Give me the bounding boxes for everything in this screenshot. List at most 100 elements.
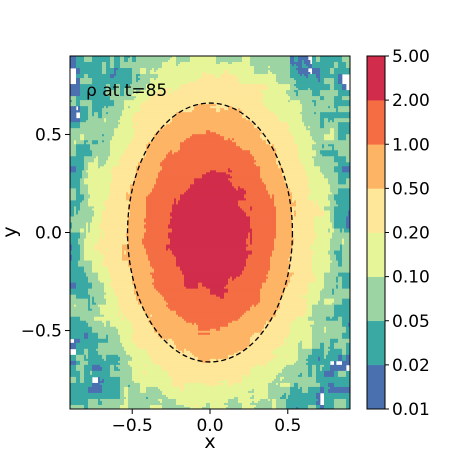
density-cell [208,74,210,76]
plot-area: ρ at t=85 [70,56,350,409]
density-cell [176,70,178,72]
density-cell [260,88,262,90]
density-cell [234,84,236,86]
density-cell [184,82,186,84]
density-cell [100,114,102,116]
density-cell [190,68,192,70]
density-cell [200,96,202,98]
density-cell [82,106,84,108]
density-cell [310,82,312,84]
density-cell [162,110,164,112]
density-cell [172,60,174,62]
density-cell [184,78,186,80]
density-cell [234,102,236,104]
density-cell [300,124,302,126]
density-cell [246,92,248,94]
density-cell [330,114,332,116]
density-cell [286,96,288,98]
density-cell [338,102,340,104]
density-cell [200,78,202,80]
density-cell [258,106,260,108]
density-cell [320,96,322,98]
density-cell [254,64,256,66]
density-cell [270,74,272,76]
density-cell [146,120,148,122]
density-cell [230,74,232,76]
density-cell [158,70,160,72]
density-cell [90,120,92,122]
density-cell [184,84,186,86]
density-cell [220,116,222,118]
density-cell [184,60,186,62]
density-cell [320,64,322,66]
density-cell [290,120,292,122]
density-cell [234,116,236,118]
density-cell [146,60,148,62]
density-cell [310,66,312,68]
density-cell [256,116,258,118]
density-cell [232,120,234,122]
density-cell [92,64,94,66]
density-cell [210,110,212,112]
density-cell [188,102,190,104]
density-cell [286,116,288,118]
density-cell [114,120,116,122]
density-cell [212,110,214,112]
density-cell [344,88,346,90]
density-cell [110,120,112,122]
density-cell [316,78,318,80]
density-cell [172,88,174,90]
density-cell [286,110,288,112]
density-cell [168,124,170,126]
density-cell [82,124,84,126]
density-cell [286,120,288,122]
density-cell [202,120,204,122]
density-cell [258,78,260,80]
density-cell [312,78,314,80]
density-cell [304,88,306,90]
density-cell [244,98,246,100]
density-cell [108,110,110,112]
density-cell [346,124,348,126]
density-cell [96,114,98,116]
density-cell [128,68,130,70]
density-cell [266,120,268,122]
density-cell [252,82,254,84]
density-cell [142,74,144,76]
density-cell [286,78,288,80]
density-cell [314,74,316,76]
density-cell [284,70,286,72]
density-cell [218,64,220,66]
density-cell [266,88,268,90]
density-cell [150,70,152,72]
density-cell [334,106,336,108]
density-cell [112,106,114,108]
density-cell [234,96,236,98]
density-cell [228,60,230,62]
density-cell [288,102,290,104]
density-cell [208,98,210,100]
density-cell [130,120,132,122]
density-cell [82,96,84,98]
density-cell [316,98,318,100]
density-cell [220,124,222,126]
density-cell [176,102,178,104]
density-cell [158,106,160,108]
density-cell [212,84,214,86]
density-cell [288,70,290,72]
density-cell [266,68,268,70]
density-cell [264,102,266,104]
density-cell [334,110,336,112]
density-cell [272,60,274,62]
density-cell [72,106,74,108]
density-cell [232,124,234,126]
density-cell [268,124,270,126]
density-cell [184,110,186,112]
density-cell [268,84,270,86]
density-cell [322,84,324,86]
density-cell [174,92,176,94]
density-cell [268,98,270,100]
density-cell [186,74,188,76]
density-cell [258,98,260,100]
density-cell [200,92,202,94]
